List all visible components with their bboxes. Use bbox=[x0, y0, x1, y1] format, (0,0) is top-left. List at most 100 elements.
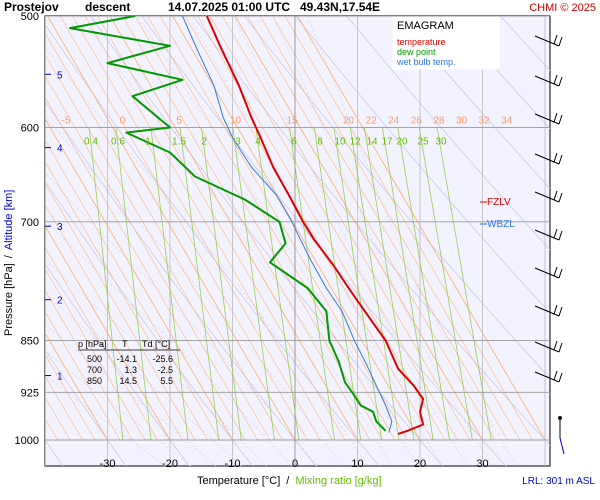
mixing-ratio-label: 17 bbox=[381, 137, 393, 148]
altitude-tick-label: 4 bbox=[57, 144, 63, 155]
values-table: p [hPa] T Td [°C] 500 -14.1 -25.6 700 1.… bbox=[78, 339, 180, 386]
isotherm-line bbox=[259, 16, 508, 441]
isotherm-label: 32 bbox=[479, 116, 491, 127]
dry-adiabat bbox=[397, 16, 550, 189]
dry-adiabat bbox=[192, 16, 550, 447]
wind-barbs bbox=[534, 34, 565, 455]
wind-barb-feather bbox=[558, 306, 563, 317]
dry-adiabat bbox=[580, 0, 600, 470]
isotherm-line bbox=[147, 16, 396, 441]
isotherm-label: 26 bbox=[411, 116, 423, 127]
isotherm-line bbox=[45, 117, 233, 441]
isotherm-label: -5 bbox=[62, 116, 71, 127]
moist-adiabat bbox=[45, 115, 343, 466]
temperature-tick-label: -10 bbox=[225, 458, 241, 470]
mixing-ratio-lines bbox=[88, 127, 492, 441]
wind-barb bbox=[534, 152, 563, 165]
table-cell: 14.5 bbox=[119, 376, 137, 386]
wind-barb-feather bbox=[558, 76, 563, 87]
isotherm-line bbox=[45, 161, 208, 441]
wind-barb-staff bbox=[534, 35, 560, 47]
wind-barb-staff bbox=[534, 113, 560, 125]
lrl-label: LRL: 301 m ASL bbox=[522, 476, 595, 487]
isotherm-label: 22 bbox=[366, 116, 378, 127]
mixing-ratio-label: 4 bbox=[255, 137, 261, 148]
series-line-temperature bbox=[205, 16, 425, 435]
dry-adiabat bbox=[45, 180, 254, 466]
x-axis-label-temperature: Temperature [°C] bbox=[197, 475, 280, 487]
level-marker-fzlv: FZLV bbox=[480, 197, 511, 208]
mixing-ratio-label: 20 bbox=[396, 137, 408, 148]
wind-barb-feather bbox=[553, 152, 558, 163]
wind-barb-feather bbox=[558, 268, 563, 279]
fzlv-label: FZLV bbox=[487, 197, 511, 208]
legend-title: EMAGRAM bbox=[397, 20, 454, 32]
mixing-ratio-label: 25 bbox=[417, 137, 429, 148]
profile-lines bbox=[69, 16, 425, 435]
temperature-tick-label: -30 bbox=[100, 458, 116, 470]
pressure-tick-label: 850 bbox=[21, 336, 39, 348]
temperature-tick-label: 30 bbox=[476, 458, 488, 470]
wind-barb-feather bbox=[553, 228, 558, 239]
moist-adiabat bbox=[307, 16, 518, 466]
isotherm-line bbox=[59, 16, 308, 441]
y-axis-label-pressure: Pressure [hPa] bbox=[3, 263, 15, 336]
wind-barb-staff bbox=[534, 229, 560, 241]
wind-barb-feather bbox=[553, 74, 558, 85]
temperature-tick-label: 0 bbox=[292, 458, 298, 470]
wind-barb-feather bbox=[553, 266, 558, 277]
wind-barb bbox=[534, 112, 563, 125]
table-cell: 850 bbox=[87, 376, 102, 386]
moist-adiabat bbox=[45, 172, 318, 466]
mixing-ratio-line bbox=[179, 127, 220, 441]
table-cell: 1.3 bbox=[124, 365, 137, 375]
table-cell: 500 bbox=[87, 354, 102, 364]
wind-barb-staff bbox=[534, 153, 560, 165]
moist-adiabats bbox=[45, 16, 518, 466]
dry-adiabat bbox=[295, 16, 550, 314]
wind-barb bbox=[534, 34, 563, 47]
moist-adiabat bbox=[45, 293, 242, 466]
altitude-tick-label: 2 bbox=[57, 296, 63, 307]
table-cell: -14.1 bbox=[116, 354, 137, 364]
temperature-tick-label: 10 bbox=[351, 458, 363, 470]
altitude-tick-labels: 1 2 3 4 5 bbox=[45, 70, 63, 383]
temperature-tick-label: 20 bbox=[414, 458, 426, 470]
wind-barb-feather bbox=[553, 340, 558, 351]
isotherm-line bbox=[45, 139, 221, 441]
wind-barb-feather bbox=[558, 154, 563, 165]
table-header-td: Td [°C] bbox=[142, 339, 170, 349]
wind-barb-dot bbox=[558, 416, 562, 420]
dry-adiabat bbox=[448, 16, 550, 130]
wind-barb-feather bbox=[553, 112, 558, 123]
moist-adiabat bbox=[136, 16, 418, 466]
isotherm-line bbox=[45, 96, 246, 441]
isotherm-line bbox=[184, 16, 433, 441]
mixing-ratio-label: 14 bbox=[366, 137, 378, 148]
pressure-tick-label: 500 bbox=[21, 11, 39, 23]
table-cell: -25.6 bbox=[152, 354, 173, 364]
wind-barb-feather bbox=[558, 36, 563, 47]
temperature-tick-labels: -30 -20 -10 0 10 20 30 bbox=[100, 458, 489, 470]
table-header-pressure: p [hPa] bbox=[78, 339, 107, 349]
chart-title-coords: 49.43N,17.54E bbox=[300, 0, 380, 14]
isotherm-line bbox=[45, 224, 171, 441]
isotherm-label: 0 bbox=[120, 116, 126, 127]
table-cell: 700 bbox=[87, 365, 102, 375]
pressure-tick-label: 600 bbox=[21, 123, 39, 135]
y-axis-label-altitude: Altitude [km] bbox=[3, 190, 15, 251]
mixing-ratio-line bbox=[436, 127, 492, 441]
dry-adiabat bbox=[45, 263, 190, 466]
wind-barb-surface bbox=[558, 416, 565, 455]
isotherm-label: 28 bbox=[433, 116, 445, 127]
isotherm-line bbox=[159, 16, 408, 441]
pressure-tick-label: 700 bbox=[21, 217, 39, 229]
wind-barb-feather bbox=[558, 192, 563, 203]
mixing-ratio-line bbox=[313, 127, 362, 441]
isotherm-label: 30 bbox=[456, 116, 468, 127]
isotherm-label: 10 bbox=[230, 116, 242, 127]
mixing-ratio-label: 1 bbox=[145, 137, 151, 148]
wind-barb-staff bbox=[534, 305, 560, 317]
isotherm-line bbox=[284, 16, 533, 441]
mixing-ratio-line bbox=[201, 127, 242, 441]
